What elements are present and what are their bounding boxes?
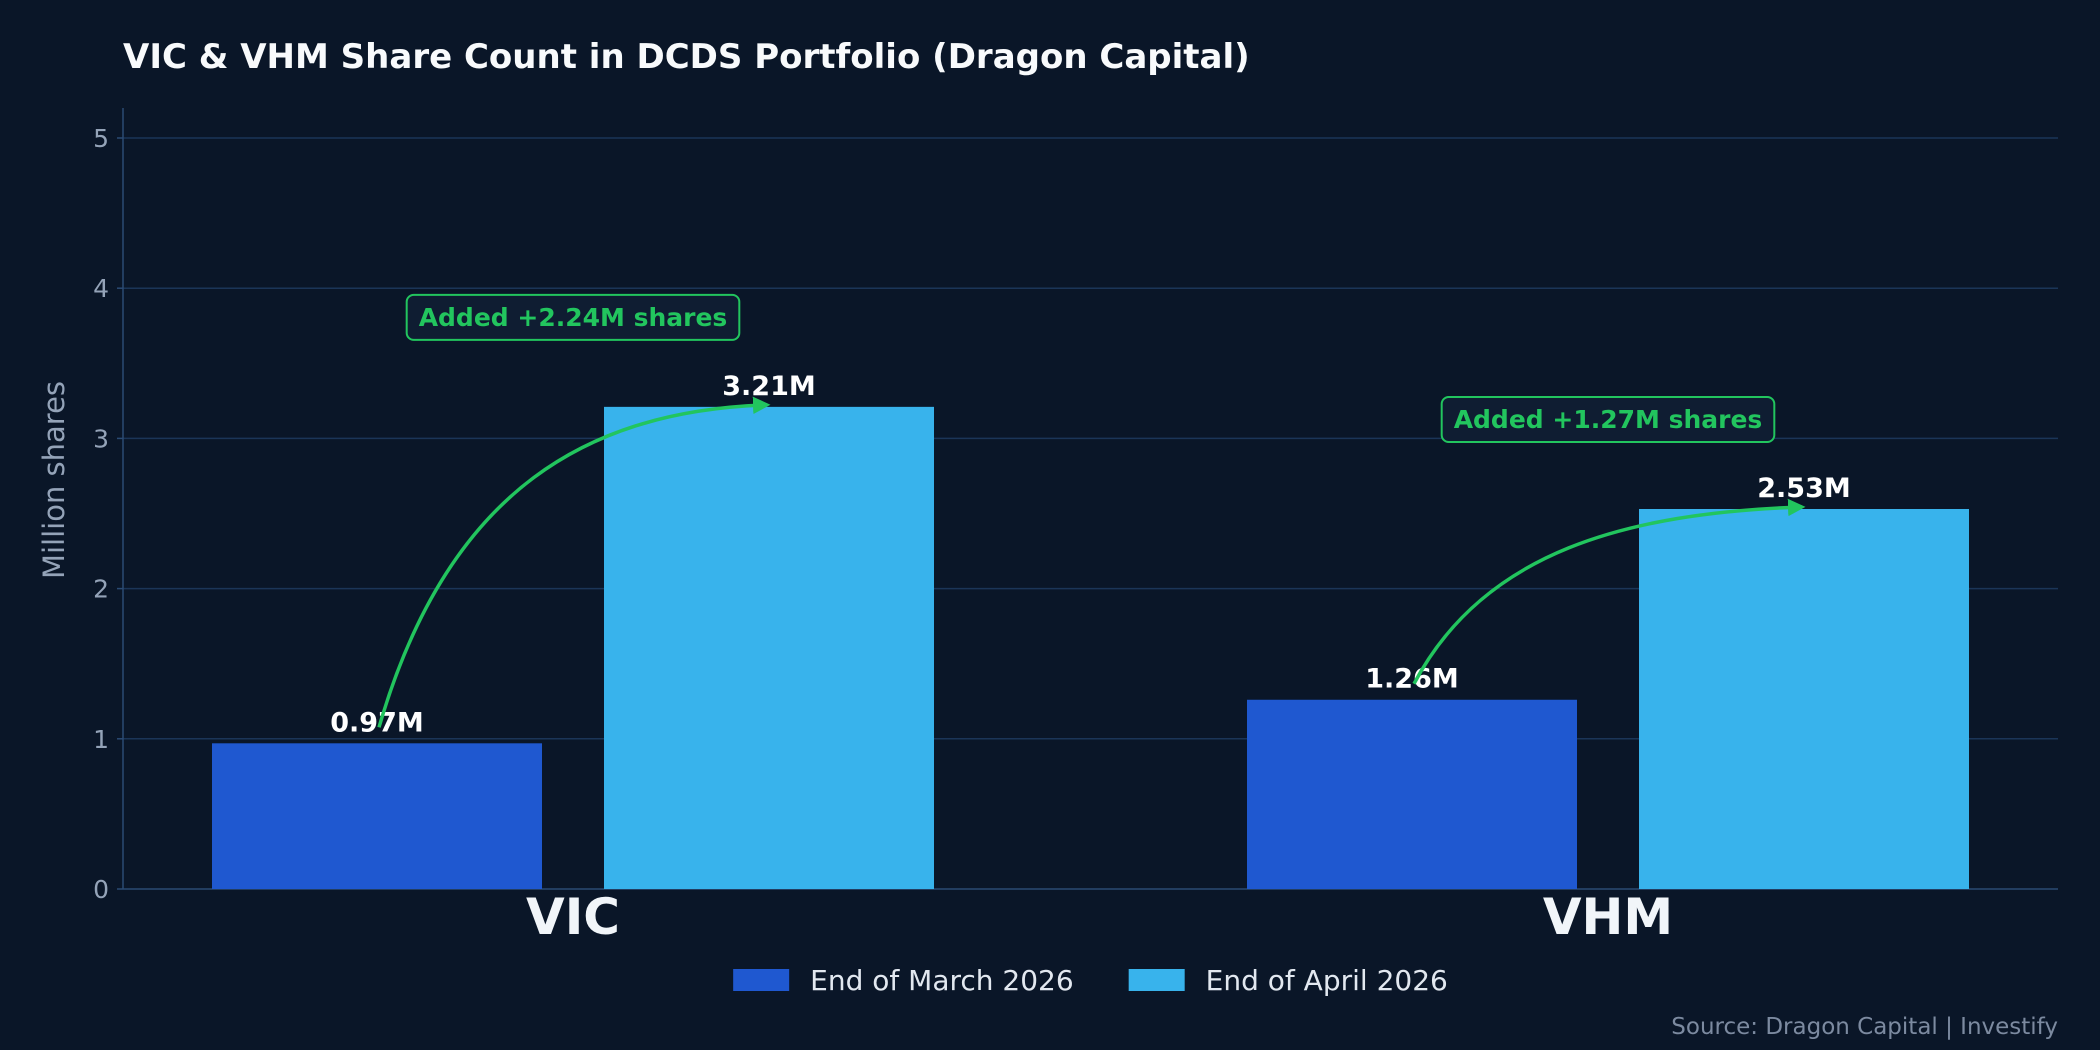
y-tick-label: 2 [93,575,109,604]
y-tick-label: 1 [93,725,109,754]
legend: End of March 2026 End of April 2026 [733,964,1448,997]
value-label: 3.21M [722,371,816,402]
category-label-vic: VIC [526,888,620,946]
legend-label: End of March 2026 [810,964,1074,997]
value-label: 2.53M [1757,473,1851,504]
legend-item-april: End of April 2026 [1128,964,1448,997]
value-label: 0.97M [330,707,424,738]
y-tick-label: 3 [93,424,109,453]
annotation-text: Added +1.27M shares [1454,405,1763,434]
annotation-box [1440,395,1776,443]
annotations: Added +2.24M shares Added +1.27M shares [377,293,1806,728]
legend-item-march: End of March 2026 [733,964,1074,997]
y-axis-title: Million shares [37,381,71,579]
bar-vic-april [604,406,934,889]
legend-swatch [1128,969,1185,991]
value-label: 1.26M [1365,664,1459,695]
bar-vhm-march [1247,699,1577,889]
annotation-box [405,293,741,341]
category-label-vhm: VHM [1543,888,1673,946]
bar-vic-march [212,743,542,889]
y-tick-label: 4 [93,274,109,303]
legend-swatch [733,969,790,991]
y-tick-label: 5 [93,124,109,153]
value-labels: 0.97M 3.21M 1.26M 2.53M [330,371,1851,738]
legend-label: End of April 2026 [1206,964,1448,997]
bar-vhm-april [1639,508,1969,889]
bars [212,406,1969,889]
annotation-arrow [377,396,771,728]
source-note: Source: Dragon Capital | Investify [1671,1014,2058,1040]
chart-title: VIC & VHM Share Count in DCDS Portfolio … [123,37,1250,77]
y-tick-label: 0 [93,875,109,904]
annotation-text: Added +2.24M shares [419,303,728,332]
annotation-arrow [1412,498,1806,685]
category-labels: VIC VHM [526,888,1673,946]
